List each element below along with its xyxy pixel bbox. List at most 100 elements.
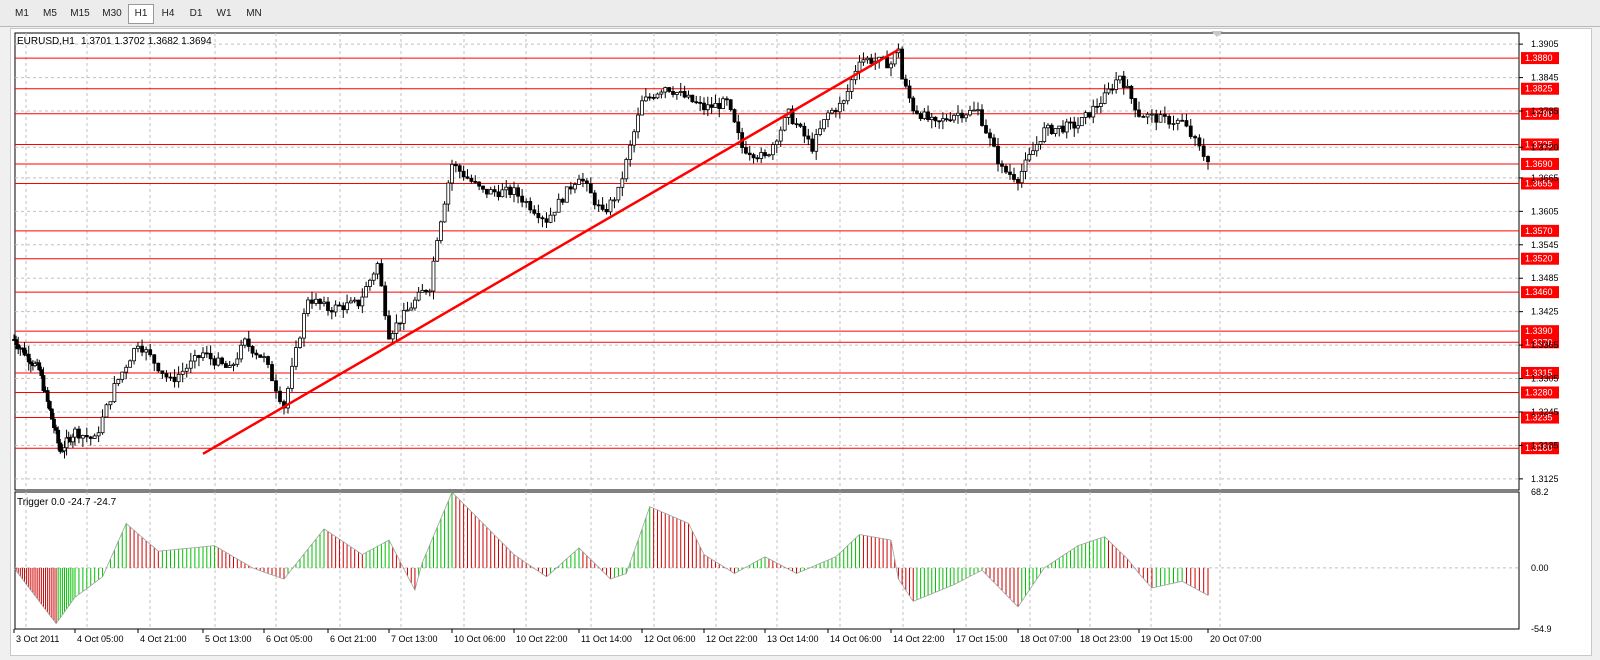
time-tick-label: 17 Oct 15:00 [956,634,1008,644]
candle [968,105,972,117]
timeframe-button-m15[interactable]: M15 [70,8,90,19]
candle [1121,70,1126,95]
candle [933,116,938,128]
candle [892,51,897,67]
level-label-box [1521,386,1559,399]
candle [294,340,298,370]
candle [41,367,46,393]
candle [636,107,640,139]
candle [192,349,197,369]
candle [1125,79,1130,89]
candle [356,299,361,310]
candle [528,197,533,214]
candle [632,129,637,153]
shift-marker-icon[interactable] [1211,31,1223,37]
candle [216,352,221,367]
indicator-pane-border [14,491,1520,630]
candle [988,128,992,147]
candle [383,281,388,320]
candle [352,297,357,304]
candle [398,322,403,331]
candle [682,85,687,99]
candle [112,376,117,403]
timeframe-button-w1[interactable]: W1 [216,8,232,19]
timeframe-button-m5[interactable]: M5 [43,8,57,19]
time-tick-label: 11 Oct 14:00 [581,634,632,644]
candle [600,197,605,212]
candle [120,371,125,383]
candle [60,444,65,453]
level-label: 1.3370 [1525,337,1553,347]
candle [302,308,306,347]
candle [690,94,695,103]
price-tick-label: 1.3785 [1531,106,1559,116]
main-pane-border [14,32,1520,491]
candle [504,180,509,199]
candle [996,138,1000,172]
candle [80,434,85,447]
candle [1027,147,1032,163]
candle [667,86,672,93]
candle [438,220,443,244]
candle [907,80,912,103]
candle [148,343,153,358]
candle [556,193,561,213]
candle [1150,109,1154,123]
timeframe-button-h4[interactable]: H4 [161,8,175,19]
candle [516,184,520,204]
chart-canvas[interactable]: 1.3880 1.3825 1.3780 1.3725 1.3690 1.3655 1.35… [11,29,1591,655]
candle [160,370,165,379]
candle [937,120,942,129]
candle [960,109,964,123]
level-label: 1.3280 [1525,387,1553,397]
candle [92,433,97,439]
chart-window[interactable]: 1.3880 1.3825 1.3780 1.3725 1.3690 1.3655 1.35… [10,28,1592,656]
candle [208,345,213,366]
candle [1023,152,1028,180]
candle [674,91,679,100]
timeframe-button-m1[interactable]: M1 [15,8,29,19]
time-tick-label: 10 Oct 06:00 [454,634,506,644]
timeframe-button-d1[interactable]: D1 [189,8,203,19]
candle [1079,117,1084,127]
candle [243,337,247,349]
candle [663,86,668,99]
candle [22,342,27,357]
candle [322,296,326,307]
level-label-box [1521,252,1559,265]
timeframe-button-h1[interactable]: H1 [128,4,154,24]
candle [488,186,493,195]
timeframe-button-mn[interactable]: MN [246,8,262,19]
candle [964,113,968,123]
candle [948,111,953,123]
candle [62,440,67,459]
candle [212,355,217,370]
candle [802,122,807,144]
level-label-box [1521,366,1559,379]
candle [88,435,93,446]
candle [420,284,425,293]
timeframe-button-m30[interactable]: M30 [102,8,122,19]
candle [394,314,399,342]
candle [239,339,244,363]
candle [104,403,109,418]
candle [520,189,525,208]
candle [1019,164,1024,188]
candle [84,427,89,443]
candle [833,107,838,118]
level-label-box [1521,82,1559,95]
candle [1042,122,1047,144]
candle [845,84,850,105]
candle [274,374,278,399]
price-tick-label: 1.3185 [1531,440,1559,450]
candle [156,362,161,373]
time-tick-label: 7 Oct 13:00 [391,634,438,644]
candle [972,101,976,112]
candle [401,302,406,331]
candle [532,205,537,216]
candle [310,291,314,309]
candle [628,140,633,167]
time-tick-label: 12 Oct 06:00 [644,634,696,644]
trendline[interactable] [202,48,900,455]
osc-line [13,491,1209,625]
